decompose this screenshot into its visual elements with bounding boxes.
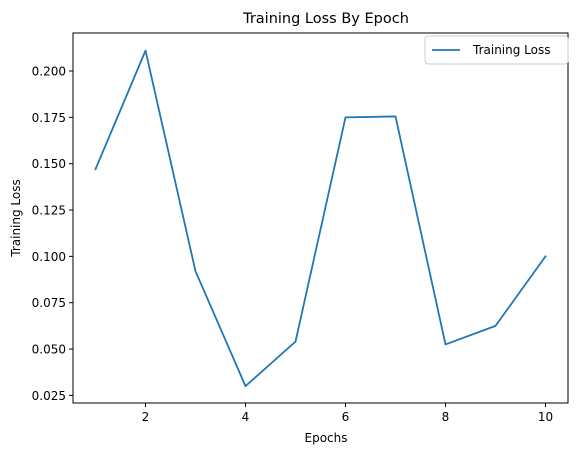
chart-title: Training Loss By Epoch: [242, 11, 409, 27]
y-tick-label: 0.025: [32, 389, 66, 403]
legend-box: [424, 35, 569, 65]
x-tick-label: 10: [538, 410, 553, 424]
y-tick-label: 0.050: [32, 343, 66, 357]
x-tick-label: 2: [142, 410, 150, 424]
legend: Training Loss: [424, 35, 569, 65]
legend-label-training-loss: Training Loss: [472, 43, 550, 57]
x-tick-label: 8: [442, 410, 450, 424]
y-tick-label: 0.150: [32, 157, 66, 171]
y-tick-label: 0.200: [32, 65, 66, 79]
plot-area: [94, 49, 547, 388]
x-tick-label: 6: [342, 410, 350, 424]
y-tick-label: 0.100: [32, 250, 66, 264]
y-axis-label: Training Loss: [9, 179, 23, 257]
x-tick-label: 4: [242, 410, 250, 424]
series-line-training-loss: [94, 49, 547, 388]
y-tick-label: 0.125: [32, 204, 66, 218]
y-tick-label: 0.175: [32, 111, 66, 125]
plot-frame: [72, 32, 569, 404]
y-tick-label: 0.075: [32, 296, 66, 310]
x-axis-label: Epochs: [305, 431, 348, 445]
axes: 2 4 6 8 10 0.025 0.050 0.075 0.100 0.125 0.150 0.17…: [32, 32, 569, 424]
